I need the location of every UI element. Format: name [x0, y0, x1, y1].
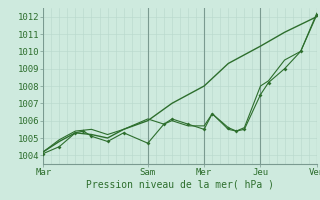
- X-axis label: Pression niveau de la mer( hPa ): Pression niveau de la mer( hPa ): [86, 180, 274, 190]
